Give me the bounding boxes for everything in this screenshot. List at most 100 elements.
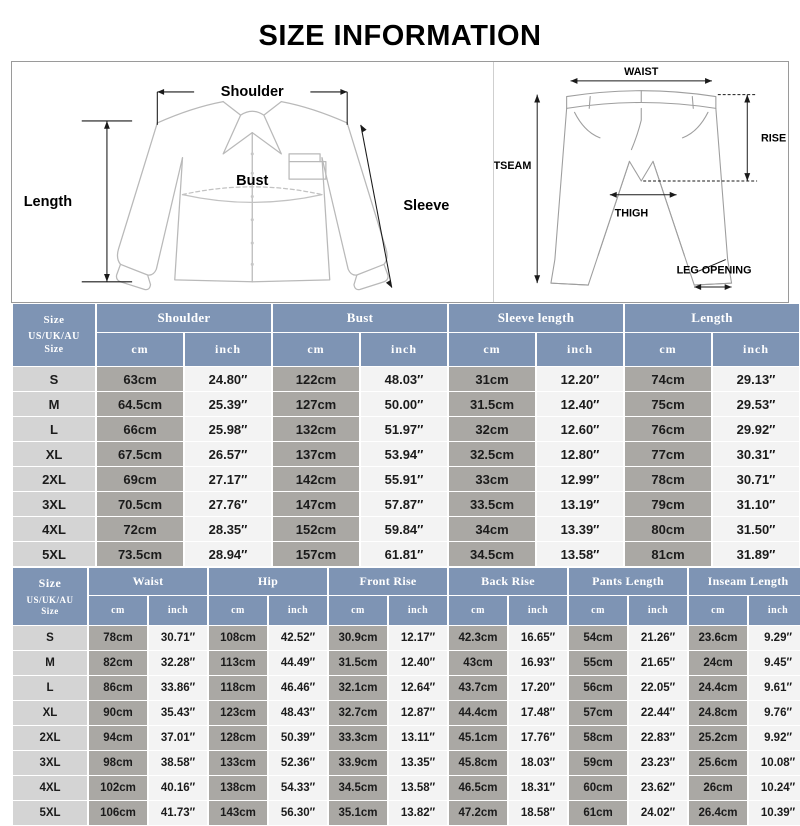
measurement-cell-inch: 21.26″	[629, 626, 688, 650]
measurement-cell-cm: 127cm	[273, 392, 360, 416]
measurement-cell-inch: 13.58″	[389, 776, 448, 800]
bottoms-group-back-rise: Back Rise	[449, 568, 568, 595]
bottoms-group-front-rise: Front Rise	[329, 568, 448, 595]
size-cell: 4XL	[13, 776, 87, 800]
measurement-cell-cm: 33.5cm	[449, 492, 536, 516]
size-cell: L	[13, 676, 87, 700]
measurement-cell-inch: 13.35″	[389, 751, 448, 775]
size-cell: S	[13, 626, 87, 650]
measurement-cell-cm: 35.1cm	[329, 801, 387, 825]
measurement-cell-inch: 28.35″	[185, 517, 272, 541]
bottoms-unit-inch-inseam-length: inch	[749, 596, 800, 625]
tops-group-header-row: Size US/UK/AU Size Shoulder Bust Sleeve …	[13, 304, 800, 366]
measurement-cell-inch: 24.02″	[629, 801, 688, 825]
measurement-cell-inch: 16.93″	[509, 651, 568, 675]
pants-thigh-label: THIGH	[614, 207, 648, 219]
measurement-cell-inch: 29.13″	[713, 367, 800, 391]
measurement-cell-inch: 16.65″	[509, 626, 568, 650]
measurement-cell-cm: 33.3cm	[329, 726, 387, 750]
measurement-cell-cm: 102cm	[89, 776, 147, 800]
measurement-cell-cm: 108cm	[209, 626, 267, 650]
measurement-cell-cm: 123cm	[209, 701, 267, 725]
pants-measurement-diagram: WAIST RISE OUTSEAM	[492, 62, 789, 302]
measurement-cell-inch: 37.01″	[149, 726, 207, 750]
measurement-cell-cm: 94cm	[89, 726, 147, 750]
measurement-cell-inch: 9.92″	[749, 726, 800, 750]
tops-unit-inch-sleeve: inch	[537, 333, 624, 366]
bottoms-unit-cm-front-rise: cm	[329, 596, 387, 625]
table-row: L 86cm 33.86″ 118cm 46.46″ 32.1cm 12.64″ 43.7cm…	[13, 676, 800, 700]
measurement-cell-inch: 28.94″	[185, 542, 272, 566]
table-row: XL 90cm 35.43″ 123cm 48.43″ 32.7cm 12.87″ 44.4c…	[13, 701, 800, 725]
measurement-cell-inch: 41.73″	[149, 801, 207, 825]
tops-unit-inch-shoulder: inch	[185, 333, 272, 366]
measurement-diagrams-panel: Shoulder Length Bust S	[11, 61, 789, 303]
tops-unit-cm-shoulder: cm	[97, 333, 183, 366]
measurement-cell-cm: 31.5cm	[449, 392, 536, 416]
measurement-cell-cm: 24.4cm	[689, 676, 748, 700]
measurement-cell-cm: 72cm	[97, 517, 183, 541]
measurement-cell-inch: 12.64″	[389, 676, 448, 700]
size-cell: S	[13, 367, 95, 391]
bottoms-unit-cm-inseam-length: cm	[689, 596, 748, 625]
table-row: 4XL 72cm 28.35″ 152cm 59.84″ 34cm 13.39″ 80cm 31…	[13, 517, 800, 541]
measurement-cell-cm: 64.5cm	[97, 392, 183, 416]
measurement-cell-inch: 26.57″	[185, 442, 272, 466]
table-row: 3XL 98cm 38.58″ 133cm 52.36″ 33.9cm 13.35″ 45.8…	[13, 751, 800, 775]
measurement-cell-cm: 77cm	[625, 442, 712, 466]
measurement-cell-inch: 59.84″	[361, 517, 448, 541]
tops-size-table: Size US/UK/AU Size Shoulder Bust Sleeve …	[11, 303, 800, 567]
measurement-cell-inch: 13.39″	[537, 517, 624, 541]
measurement-cell-inch: 50.39″	[269, 726, 327, 750]
measurement-cell-cm: 63cm	[97, 367, 183, 391]
bottoms-unit-inch-back-rise: inch	[509, 596, 568, 625]
measurement-cell-cm: 67.5cm	[97, 442, 183, 466]
measurement-cell-inch: 9.76″	[749, 701, 800, 725]
tops-unit-inch-length: inch	[713, 333, 800, 366]
page-title: SIZE INFORMATION	[258, 20, 542, 52]
measurement-cell-cm: 76cm	[625, 417, 712, 441]
tops-unit-cm-length: cm	[625, 333, 712, 366]
measurement-cell-inch: 56.30″	[269, 801, 327, 825]
shirt-bust-label: Bust	[236, 173, 268, 189]
measurement-cell-cm: 132cm	[273, 417, 360, 441]
measurement-cell-inch: 22.44″	[629, 701, 688, 725]
bottoms-group-inseam-length: Inseam Length	[689, 568, 800, 595]
table-row: S 78cm 30.71″ 108cm 42.52″ 30.9cm 12.17″ 42.3cm…	[13, 626, 800, 650]
measurement-cell-cm: 42.3cm	[449, 626, 508, 650]
measurement-cell-cm: 32.1cm	[329, 676, 387, 700]
measurement-cell-inch: 31.89″	[713, 542, 800, 566]
measurement-cell-inch: 9.29″	[749, 626, 800, 650]
bottoms-unit-inch-waist: inch	[149, 596, 207, 625]
shirt-shoulder-label: Shoulder	[221, 84, 284, 100]
measurement-cell-cm: 43cm	[449, 651, 508, 675]
measurement-cell-cm: 60cm	[569, 776, 628, 800]
measurement-cell-cm: 25.6cm	[689, 751, 748, 775]
table-row: 3XL 70.5cm 27.76″ 147cm 57.87″ 33.5cm 13.19″ 79…	[13, 492, 800, 516]
tops-group-length: Length	[625, 304, 800, 332]
size-cell: 2XL	[13, 726, 87, 750]
size-cell: XL	[13, 442, 95, 466]
measurement-cell-cm: 25.2cm	[689, 726, 748, 750]
size-cell: 5XL	[13, 542, 95, 566]
table-row: 2XL 69cm 27.17″ 142cm 55.91″ 33cm 12.99″ 78cm 30…	[13, 467, 800, 491]
measurement-cell-cm: 34cm	[449, 517, 536, 541]
table-row: XL 67.5cm 26.57″ 137cm 53.94″ 32.5cm 12.80″ 77c…	[13, 442, 800, 466]
bottoms-size-header: Size US/UK/AU Size	[13, 568, 87, 625]
measurement-cell-inch: 29.92″	[713, 417, 800, 441]
tops-group-sleeve-length: Sleeve length	[449, 304, 624, 332]
measurement-cell-inch: 10.39″	[749, 801, 800, 825]
measurement-cell-inch: 22.05″	[629, 676, 688, 700]
measurement-cell-inch: 12.40″	[537, 392, 624, 416]
measurement-cell-inch: 25.98″	[185, 417, 272, 441]
bottoms-group-pants-length: Pants Length	[569, 568, 688, 595]
size-cell: M	[13, 651, 87, 675]
measurement-cell-cm: 73.5cm	[97, 542, 183, 566]
measurement-cell-cm: 24cm	[689, 651, 748, 675]
measurement-cell-inch: 13.82″	[389, 801, 448, 825]
measurement-cell-cm: 30.9cm	[329, 626, 387, 650]
measurement-cell-inch: 17.20″	[509, 676, 568, 700]
measurement-cell-inch: 13.11″	[389, 726, 448, 750]
measurement-cell-inch: 9.61″	[749, 676, 800, 700]
measurement-cell-inch: 22.83″	[629, 726, 688, 750]
